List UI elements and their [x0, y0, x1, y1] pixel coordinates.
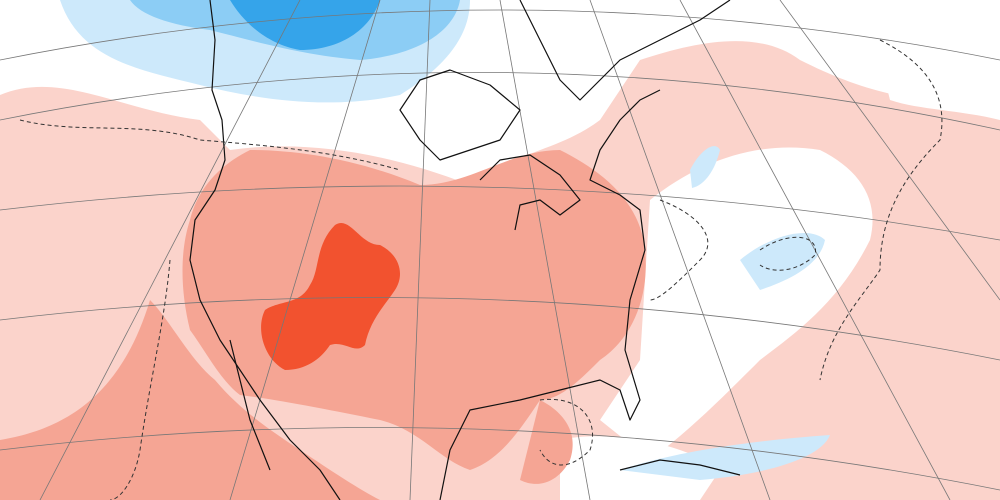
great-lakes	[479, 154, 581, 231]
zero-contour	[109, 259, 171, 500]
longitude-line	[229, 0, 381, 500]
neutral-northeast	[880, 57, 1000, 120]
zero-contour	[539, 398, 594, 466]
labrador-coast	[519, 0, 731, 101]
longitude-line	[499, 0, 591, 500]
longitude-line	[39, 0, 301, 500]
warm-anomaly-strong	[261, 222, 400, 370]
contours	[19, 39, 943, 500]
longitude-line	[409, 0, 431, 500]
cold-anomaly-coast	[690, 146, 720, 188]
warm-anomaly-gulf	[520, 400, 573, 484]
latitude-line	[0, 185, 1000, 241]
cold-anomaly-strong	[230, 0, 380, 50]
cold-anomaly-atlantic	[740, 232, 825, 290]
hudson-bay	[399, 69, 521, 161]
gulf-atlantic-coast	[439, 89, 661, 500]
longitude-line	[779, 0, 1000, 301]
cuba	[619, 459, 741, 476]
latitude-line	[0, 427, 1000, 491]
warm-anomaly-moderate	[182, 150, 646, 470]
baja-coast	[229, 339, 271, 471]
longitude-line	[589, 0, 771, 500]
neutral-atlantic	[600, 147, 873, 460]
latitude-line	[0, 9, 1000, 61]
latitude-line	[0, 297, 1000, 361]
pacific-coast	[189, 0, 341, 500]
cold-anomaly-caribbean	[620, 435, 830, 480]
zero-contour	[19, 119, 401, 171]
zero-contour	[649, 199, 709, 301]
latitude-line	[0, 71, 1000, 131]
warm-anomaly-south	[0, 300, 380, 500]
longitude-line	[679, 0, 951, 500]
zero-contour	[819, 39, 943, 381]
coastlines	[189, 0, 741, 500]
